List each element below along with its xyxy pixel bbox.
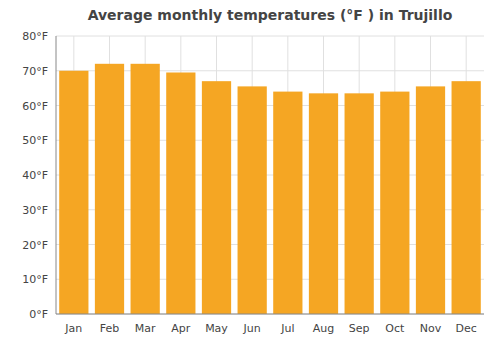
y-tick-label: 30°F xyxy=(22,204,48,217)
y-tick-label: 10°F xyxy=(22,273,48,286)
x-tick-label: Dec xyxy=(456,322,477,335)
y-tick-label: 50°F xyxy=(22,134,48,147)
bar xyxy=(309,93,338,314)
bar xyxy=(166,72,195,314)
x-axis-line xyxy=(56,314,484,315)
bar xyxy=(59,71,88,314)
bars xyxy=(59,64,481,314)
bar xyxy=(345,93,374,314)
chart-container: Average monthly temperatures (°F ) in Tr… xyxy=(0,0,500,350)
x-tick-label: Nov xyxy=(420,322,442,335)
chart-svg: Average monthly temperatures (°F ) in Tr… xyxy=(0,0,500,350)
bar xyxy=(202,81,231,314)
x-tick-label: Sep xyxy=(349,322,370,335)
y-tick-label: 0°F xyxy=(29,308,48,321)
bar xyxy=(380,92,409,314)
x-tick-label: May xyxy=(205,322,228,335)
x-tick-label: Jul xyxy=(280,322,294,335)
x-tick-label: Jun xyxy=(243,322,261,335)
bar xyxy=(95,64,124,314)
y-tick-label: 80°F xyxy=(22,30,48,43)
x-tick-label: Feb xyxy=(100,322,119,335)
bar xyxy=(273,92,302,314)
y-tick-label: 20°F xyxy=(22,239,48,252)
x-tick-label: Jan xyxy=(64,322,82,335)
bar xyxy=(452,81,481,314)
y-axis-line xyxy=(56,36,57,314)
bar xyxy=(238,86,267,314)
x-tick-label: Aug xyxy=(313,322,334,335)
y-grid-line xyxy=(56,314,484,315)
x-tick-label: Apr xyxy=(171,322,191,335)
y-tick-label: 60°F xyxy=(22,100,48,113)
y-tick-label: 70°F xyxy=(22,65,48,78)
bar xyxy=(416,86,445,314)
bar xyxy=(131,64,160,314)
x-tick-label: Mar xyxy=(135,322,156,335)
y-tick-label: 40°F xyxy=(22,169,48,182)
y-grid-line xyxy=(56,36,484,37)
x-tick-label: Oct xyxy=(385,322,405,335)
chart-title: Average monthly temperatures (°F ) in Tr… xyxy=(88,7,453,23)
grid xyxy=(56,36,484,314)
